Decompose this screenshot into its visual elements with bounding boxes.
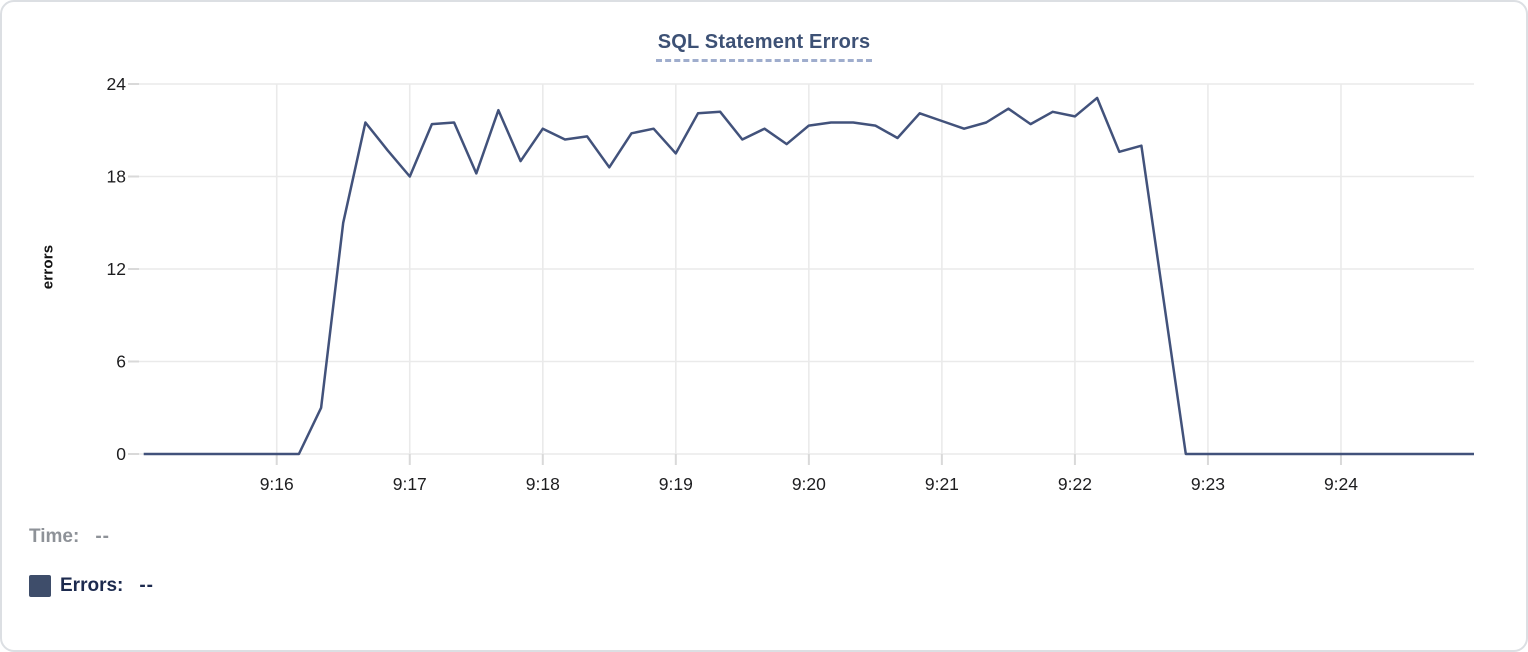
time-label: Time: (29, 526, 80, 547)
x-tick-label: 9:21 (925, 474, 959, 494)
errors-value: -- (139, 575, 155, 596)
x-tick-label: 9:23 (1191, 474, 1225, 494)
x-tick-label: 9:17 (393, 474, 427, 494)
x-tick-label: 9:19 (659, 474, 693, 494)
y-tick-label: 18 (107, 167, 126, 187)
time-value: -- (95, 526, 110, 547)
errors-series-swatch[interactable] (29, 575, 51, 597)
errors-series-line (143, 96, 1474, 456)
y-tick-label: 24 (107, 74, 127, 94)
legend-row-time: Time: -- (29, 526, 154, 548)
x-tick-label: 9:24 (1324, 474, 1358, 494)
errors-line-chart-canvas[interactable]: 0 6 12 18 24 9:16 9:17 9:18 9:19 9:20 9:21 9:22 9:23… (2, 2, 1528, 514)
y-tick-label: 12 (107, 259, 126, 279)
x-tick-label: 9:22 (1058, 474, 1092, 494)
x-tick-label: 9:18 (526, 474, 560, 494)
legend-row-errors: Errors: -- (29, 575, 154, 597)
y-tick-label: 6 (116, 352, 126, 372)
x-tick-label: 9:20 (792, 474, 826, 494)
chart-legend: Time: -- Errors: -- (29, 526, 154, 597)
y-tick-label: 0 (116, 444, 126, 464)
x-tick-label: 9:16 (260, 474, 294, 494)
chart-title[interactable]: SQL Statement Errors (655, 31, 873, 62)
chart-header: SQL Statement Errors (2, 31, 1526, 62)
errors-label: Errors: (60, 575, 124, 596)
